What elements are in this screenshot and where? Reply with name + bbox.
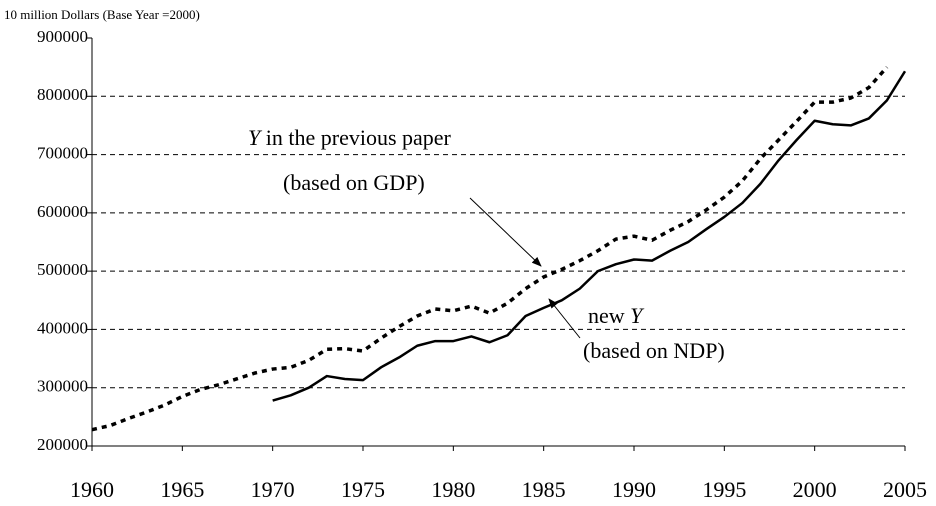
y-tick-label: 400000: [37, 318, 88, 337]
annotation-prefix: new: [588, 303, 625, 328]
y-tick-label: 200000: [37, 435, 88, 454]
y-tick-label: 800000: [37, 85, 88, 104]
annotation-label: in the previous paper: [266, 125, 452, 150]
x-tick-label: 1965: [160, 477, 204, 502]
y-tick-label: 500000: [37, 260, 88, 279]
x-tick-label: 2000: [793, 477, 837, 502]
x-tick-label: 1960: [70, 477, 114, 502]
y-tick-label: 300000: [37, 377, 88, 396]
y-tick-label: 900000: [37, 27, 88, 46]
x-tick-label: 1995: [702, 477, 746, 502]
annotation-arrow: [548, 298, 581, 339]
annotation-note: (based on NDP): [583, 338, 725, 363]
x-tick-label: 1985: [522, 477, 566, 502]
x-tick-label: 2005: [883, 477, 927, 502]
series-line: [91, 65, 889, 432]
annotation-var: Y: [248, 125, 263, 150]
x-tick-label: 1975: [341, 477, 385, 502]
series-line: [272, 70, 907, 402]
annotation: Y in the previous paper: [248, 125, 452, 150]
x-tick-label: 1990: [612, 477, 656, 502]
y-tick-label: 700000: [37, 143, 88, 162]
x-tick-label: 1980: [431, 477, 475, 502]
annotation: new Y: [588, 303, 645, 328]
annotation-var: Y: [630, 303, 645, 328]
annotation-note: (based on GDP): [283, 170, 425, 195]
y-tick-label: 600000: [37, 202, 88, 221]
x-tick-label: 1970: [251, 477, 295, 502]
annotation-arrow: [469, 197, 542, 267]
chart-title: 10 million Dollars (Base Year =2000): [4, 7, 200, 22]
